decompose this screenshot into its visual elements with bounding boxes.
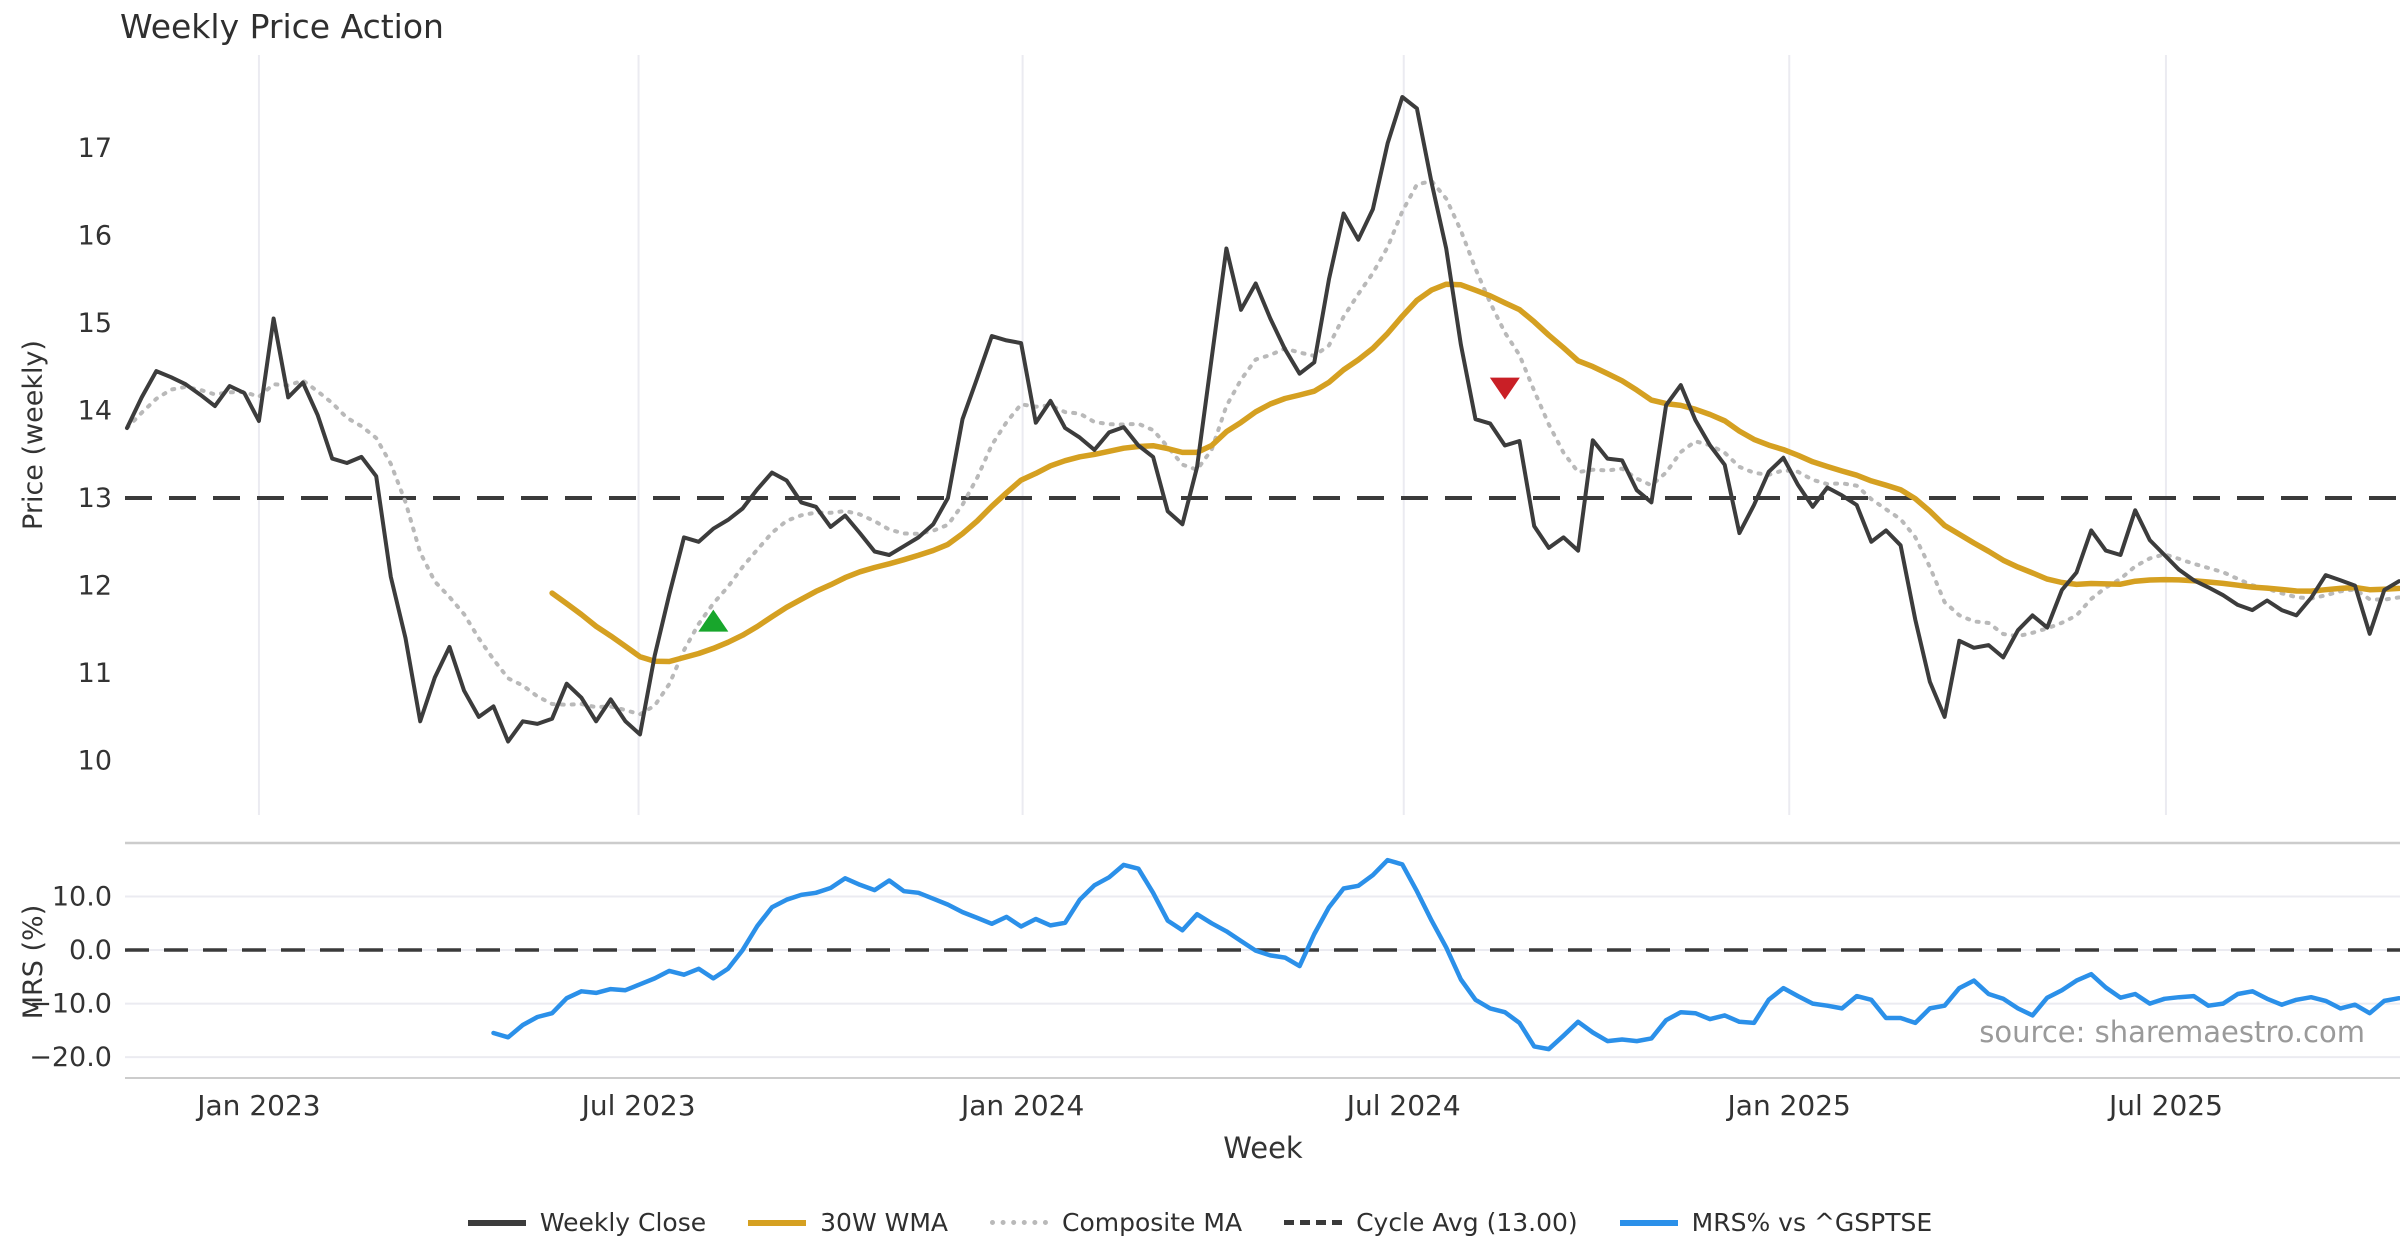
legend-label: Composite MA	[1062, 1208, 1243, 1237]
price-y-tick-label: 12	[78, 571, 112, 602]
x-tick-label: Jul 2024	[1345, 1089, 1461, 1122]
price-y-tick-label: 15	[78, 308, 112, 339]
legend-item: Weekly Close	[467, 1208, 707, 1237]
chart-title: Weekly Price Action	[120, 7, 444, 46]
x-tick-label: Jan 2023	[195, 1089, 320, 1122]
watermark: source: sharemaestro.com	[1979, 1015, 2365, 1049]
price-y-tick-label: 11	[78, 658, 112, 689]
mrs-y-axis-label: MRS (%)	[18, 905, 49, 1020]
legend-item: Composite MA	[990, 1208, 1242, 1237]
legend-item: 30W WMA	[748, 1208, 948, 1237]
x-tick-label: Jan 2024	[959, 1089, 1084, 1122]
legend-label: 30W WMA	[820, 1208, 949, 1237]
price-y-axis-label: Price (weekly)	[18, 340, 49, 530]
price-y-tick-label: 10	[78, 746, 112, 777]
x-tick-label: Jan 2025	[1726, 1089, 1851, 1122]
x-tick-label: Jul 2025	[2107, 1089, 2223, 1122]
x-axis-label: Week	[1223, 1131, 1303, 1165]
legend-swatch-solid	[1619, 1219, 1678, 1226]
mrs-y-tick-label: −10.0	[29, 989, 112, 1020]
buy-signal-marker	[698, 609, 729, 632]
legend-label: Weekly Close	[539, 1208, 707, 1237]
price-y-tick-label: 16	[78, 220, 112, 251]
legend-label: MRS% vs ^GSPTSE	[1691, 1208, 1933, 1237]
price-y-tick-label: 13	[78, 483, 112, 514]
chart-legend: Weekly Close 30W WMA Composite MA Cycle Avg…	[0, 1208, 2400, 1237]
legend-swatch-dotted	[990, 1220, 1049, 1225]
mrs-y-tick-label: 10.0	[52, 882, 112, 913]
mrs-line	[491, 857, 2400, 1052]
price-y-tick-label: 17	[78, 133, 112, 164]
x-tick-label: Jul 2023	[580, 1089, 696, 1122]
composite-ma-line	[125, 179, 2400, 717]
mrs-y-tick-label: 0.0	[69, 935, 112, 966]
legend-swatch-solid	[467, 1219, 526, 1226]
mrs-y-tick-label: −20.0	[29, 1042, 112, 1073]
weekly-close-line	[125, 95, 2400, 744]
legend-item: Cycle Avg (13.00)	[1284, 1208, 1578, 1237]
legend-swatch-solid	[748, 1219, 807, 1226]
price-y-tick-label: 14	[78, 395, 112, 426]
legend-swatch-dashed	[1284, 1220, 1343, 1225]
legend-label: Cycle Avg (13.00)	[1356, 1208, 1578, 1237]
sell-signal-marker	[1489, 377, 1520, 400]
legend-item: MRS% vs ^GSPTSE	[1619, 1208, 1933, 1237]
wma-30w-line	[549, 281, 2400, 665]
